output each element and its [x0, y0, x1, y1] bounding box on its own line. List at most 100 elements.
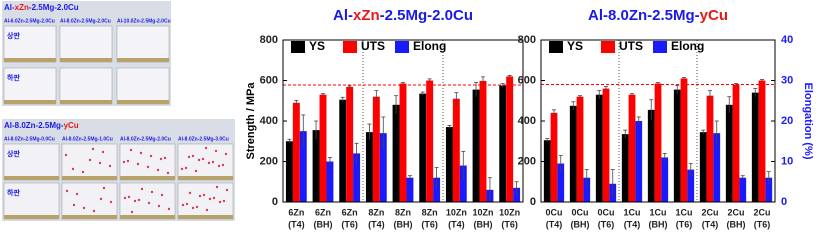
corrosion-spot: [221, 163, 225, 167]
x-tick-label: 1Cu: [623, 207, 640, 217]
x-tick-label: 2Cu: [753, 207, 770, 217]
bar: [595, 94, 603, 202]
bar: [635, 121, 643, 202]
corrosion-spot: [205, 208, 209, 212]
panel-title-part: yCu: [64, 121, 79, 130]
figure: Al-xZn-2.5Mg-2.0Cu Al-6.0Zn-2.5Mg-2.0Cu 상판…: [2, 1, 815, 230]
corrosion-spot: [156, 168, 160, 172]
corrosion-spot: [167, 207, 171, 211]
bar: [602, 88, 610, 202]
bar: [583, 177, 591, 202]
corrosion-spot: [202, 193, 206, 197]
specimen-photo: [116, 67, 170, 105]
bar: [713, 133, 721, 202]
bar: [326, 161, 334, 202]
corrosion-spot: [191, 154, 195, 158]
bar: [472, 89, 480, 202]
corrosion-spot: [81, 170, 85, 174]
corrosion-spot: [98, 161, 102, 165]
legend-swatch: [653, 41, 667, 53]
x-tick-label: (T6): [754, 219, 771, 229]
corrosion-spot: [64, 153, 68, 157]
plot-frame: [540, 39, 776, 203]
bar: [379, 133, 387, 202]
legend-label: YS: [567, 39, 583, 53]
x-tick-label: 10Zn: [446, 207, 467, 217]
bar: [346, 86, 354, 202]
photo-ruler: [120, 176, 175, 180]
y-tick-label: 0: [530, 196, 536, 208]
x-tick-label: 1Cu: [675, 207, 692, 217]
x-tick-label: (BH): [649, 219, 668, 229]
photo-ruler: [62, 176, 117, 180]
bar: [621, 134, 629, 202]
corrosion-spot: [92, 209, 96, 213]
y-tick-label: 800: [518, 34, 536, 46]
chart-title-part: xZn: [353, 7, 380, 24]
plot-frame: [282, 39, 524, 203]
bar: [353, 153, 361, 202]
corrosion-spot: [218, 200, 222, 204]
corrosion-spot: [72, 203, 76, 207]
panel-title: Al-xZn-2.5Mg-2.0Cu: [4, 3, 79, 12]
corrosion-spot: [129, 148, 133, 152]
bar: [725, 104, 733, 202]
corrosion-spot: [204, 146, 208, 150]
y-tick-label: 600: [260, 74, 278, 86]
bar: [557, 163, 565, 202]
legend-swatch: [291, 41, 305, 53]
photo-ruler: [60, 58, 112, 62]
corrosion-spot: [215, 185, 219, 189]
photo-ruler: [4, 100, 56, 104]
panel-title-part: Al-8.0Zn-2.5Mg-: [4, 121, 64, 130]
bar: [739, 177, 747, 202]
y2-tick-label: 30: [781, 74, 793, 86]
bar: [419, 93, 427, 202]
corrosion-spot: [101, 150, 105, 154]
corrosion-spot: [150, 190, 154, 194]
photo-row-label: 상판: [7, 149, 20, 158]
x-tick-label: (T6): [676, 219, 693, 229]
bar: [569, 105, 577, 202]
bar: [506, 76, 514, 202]
panel-title-part: -2.5Mg-2.0Cu: [29, 3, 79, 12]
corrosion-spot: [180, 167, 184, 171]
corrosion-spot: [166, 171, 170, 175]
photo-ruler: [117, 58, 169, 62]
corrosion-spot: [191, 206, 195, 210]
x-tick-label: 2Cu: [727, 207, 744, 217]
chart-title-part: -2.5Mg-2.0Cu: [380, 7, 473, 24]
photo-label: Al-6.0Zn-2.5Mg-2.0Cu: [4, 18, 55, 24]
photo-label: Al-8.0Zn-2.5Mg-2.0Cu: [60, 18, 111, 24]
x-tick-label: 8Zn: [422, 207, 438, 217]
bar: [687, 169, 695, 202]
bar: [758, 80, 766, 202]
corrosion-spot: [197, 158, 201, 162]
x-tick-label: 0Cu: [571, 207, 588, 217]
bar: [399, 83, 407, 202]
legend-swatch: [395, 41, 409, 53]
legend-label: YS: [309, 39, 325, 53]
bar: [285, 141, 293, 202]
x-tick-label: (BH): [727, 219, 746, 229]
corrosion-spot: [65, 189, 69, 193]
x-tick-label: 0Cu: [545, 207, 562, 217]
corrosion-spot: [208, 197, 212, 201]
x-tick-label: (T6): [501, 219, 518, 229]
corrosion-spot: [163, 156, 167, 160]
corrosion-spot: [127, 195, 131, 199]
y2-tick-label: 10: [781, 155, 793, 167]
specimen-photo: [177, 143, 234, 181]
x-tick-label: 8Zn: [368, 207, 384, 217]
x-tick-label: 8Zn: [395, 207, 411, 217]
y-tick-label: 600: [518, 74, 536, 86]
legend-label: Elong: [413, 39, 446, 53]
x-tick-label: (T4): [368, 219, 385, 229]
corrosion-spot: [91, 147, 95, 151]
bar: [292, 102, 300, 202]
x-tick-label: 2Cu: [701, 207, 718, 217]
corrosion-spot: [122, 160, 126, 164]
corrosion-spot: [149, 154, 153, 158]
photo-ruler: [4, 215, 59, 219]
photo-label: Al-10.0Zn-2.5Mg-2.0Cu: [117, 18, 171, 24]
